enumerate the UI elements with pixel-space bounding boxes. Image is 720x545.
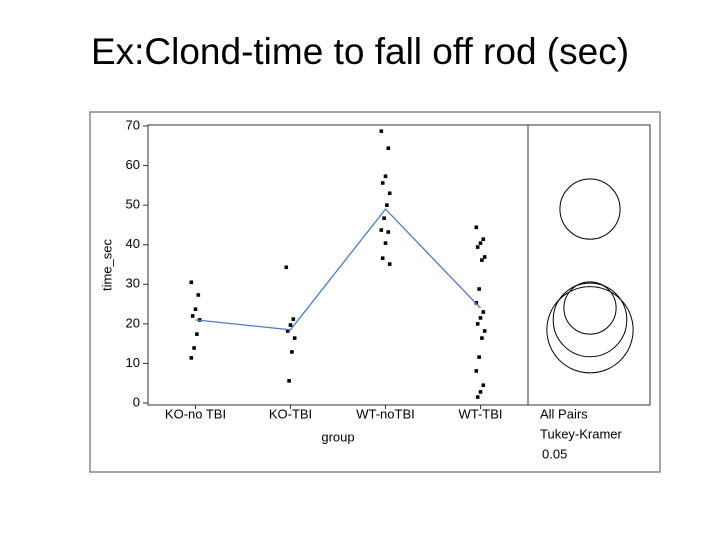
- data-point: [474, 369, 479, 373]
- data-point: [474, 225, 479, 230]
- y-axis-label: time_sec: [99, 238, 114, 291]
- data-point: [380, 256, 385, 260]
- circle-label: All Pairs: [540, 406, 588, 421]
- data-point: [192, 346, 196, 350]
- data-point: [385, 203, 389, 207]
- data-point: [379, 129, 384, 133]
- data-point: [482, 255, 487, 259]
- data-point: [477, 355, 481, 359]
- x-axis-label: group: [321, 429, 354, 444]
- y-tick-label: 0: [133, 394, 140, 409]
- data-point: [475, 395, 480, 399]
- x-tick-label: WT-noTBI: [356, 406, 415, 421]
- data-point: [379, 228, 384, 232]
- comparison-circle: [559, 178, 621, 240]
- data-point: [475, 245, 480, 249]
- circle-label: Tukey-Kramer: [540, 426, 623, 441]
- comparison-circle: [552, 282, 628, 358]
- data-point: [482, 329, 487, 333]
- data-point: [480, 258, 484, 262]
- data-point: [477, 287, 481, 291]
- data-point: [478, 241, 483, 245]
- data-point: [382, 216, 386, 221]
- data-point: [290, 350, 294, 354]
- circle-label: 0.05: [542, 446, 567, 461]
- y-tick-label: 40: [126, 236, 140, 251]
- data-point: [383, 174, 388, 179]
- report-frame: [89, 111, 661, 473]
- plot-frame: [147, 124, 651, 406]
- y-tick-label: 50: [126, 197, 140, 212]
- y-tick-label: 10: [126, 355, 140, 370]
- data-point: [387, 191, 392, 196]
- x-tick-label: WT-TBI: [458, 406, 502, 421]
- data-point: [475, 322, 480, 326]
- slide-title: Ex:Clond-time to fall off rod (sec): [91, 31, 629, 72]
- data-point: [386, 146, 391, 150]
- data-point: [478, 316, 483, 320]
- data-point: [481, 310, 486, 314]
- comparison-circle: [546, 286, 634, 374]
- data-point: [478, 390, 483, 394]
- data-point: [189, 356, 194, 360]
- data-point: [481, 237, 486, 241]
- y-tick-label: 20: [126, 315, 140, 330]
- comparison-circle: [563, 281, 617, 335]
- y-tick-label: 70: [126, 117, 140, 132]
- data-point: [288, 323, 293, 327]
- x-tick-label: KO-TBI: [269, 406, 312, 421]
- data-point: [190, 314, 195, 318]
- data-point: [284, 265, 289, 270]
- data-point: [380, 181, 385, 185]
- data-point: [189, 280, 194, 285]
- mean-line: [195, 208, 481, 331]
- data-point: [292, 336, 297, 340]
- data-point: [193, 307, 198, 312]
- data-point: [195, 332, 199, 336]
- data-point: [481, 383, 486, 387]
- data-point: [196, 293, 201, 297]
- data-point: [386, 230, 391, 234]
- data-point: [387, 262, 392, 266]
- y-tick-label: 30: [126, 276, 140, 291]
- data-point: [287, 379, 291, 383]
- y-tick-label: 60: [126, 157, 140, 172]
- data-point: [480, 336, 484, 340]
- data-point: [291, 317, 296, 321]
- data-point: [285, 329, 290, 333]
- data-point: [383, 241, 388, 245]
- x-tick-label: KO-no TBI: [165, 406, 226, 421]
